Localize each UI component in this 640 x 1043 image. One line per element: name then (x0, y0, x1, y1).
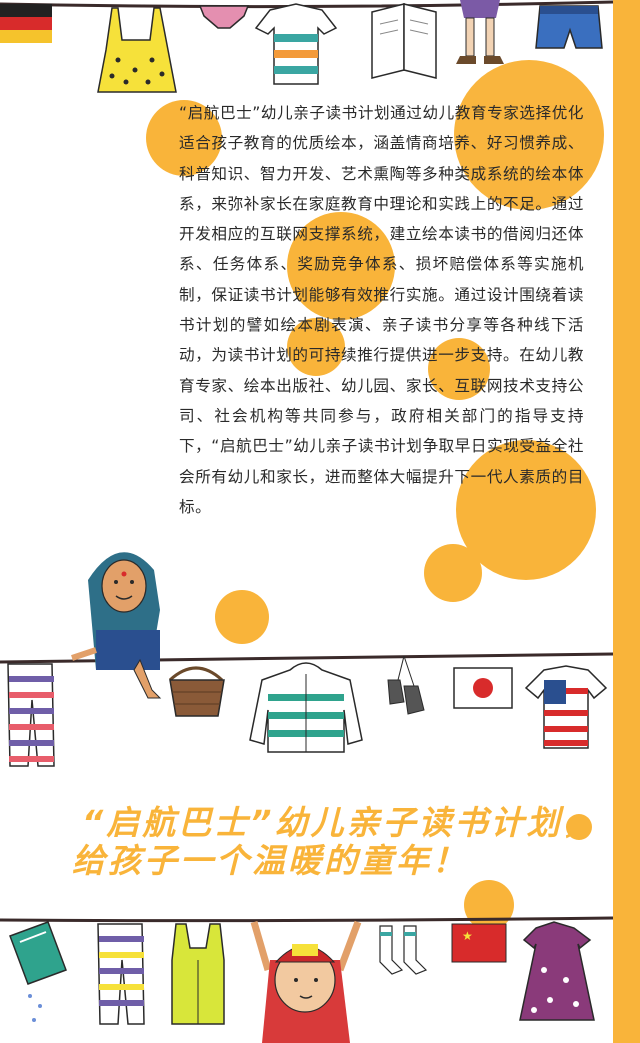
slogan-line-1: “启航巴士”幼儿亲子读书计划， (82, 803, 599, 842)
basket-icon (168, 666, 225, 717)
striped-pants-icon (7, 663, 55, 767)
woman-sitting-icon (71, 552, 162, 699)
slogan-line-2: 给孩子一个温暖的童年！ (72, 841, 468, 880)
pink-dress-icon (519, 921, 595, 1021)
boy-hanging-icon (250, 920, 362, 1043)
shorts-icon (535, 5, 603, 49)
book-icon (371, 3, 437, 79)
top-clothesline (0, 0, 614, 93)
japan-flag-icon (453, 667, 513, 709)
decor-circle (456, 440, 596, 580)
german-flag-icon (0, 4, 52, 43)
decor-circle (454, 60, 604, 210)
right-accent-stripe (613, 0, 640, 1043)
decor-circle (287, 212, 395, 320)
decor-circle (146, 100, 222, 176)
usa-shirt-icon (524, 665, 608, 749)
green-book-icon (9, 921, 67, 1022)
svg-text:★: ★ (462, 929, 473, 943)
underwear-icon (198, 5, 250, 29)
decor-circle (428, 338, 490, 400)
decor-circle (464, 880, 514, 930)
hoodie-icon (249, 662, 363, 753)
socks-icon (379, 925, 428, 975)
decor-circle (215, 590, 269, 644)
striped-shirt-icon (254, 3, 338, 85)
decor-circle (424, 544, 482, 602)
girl-legs-icon (456, 0, 504, 64)
polka-dress-icon (97, 7, 177, 93)
middle-clothesline (0, 552, 614, 767)
decor-circle (287, 318, 345, 376)
china-flag-icon: ★ (451, 923, 507, 963)
decor-circle (566, 814, 592, 840)
shoes-icon (387, 655, 425, 715)
bottom-clothesline: ★ (0, 916, 614, 1043)
striped-pants-icon (97, 923, 145, 1025)
tank-top-icon (171, 923, 225, 1025)
intro-paragraph: “启航巴士”幼儿亲子读书计划通过幼儿教育专家选择优化适合孩子教育的优质绘本，涵盖… (179, 104, 584, 516)
